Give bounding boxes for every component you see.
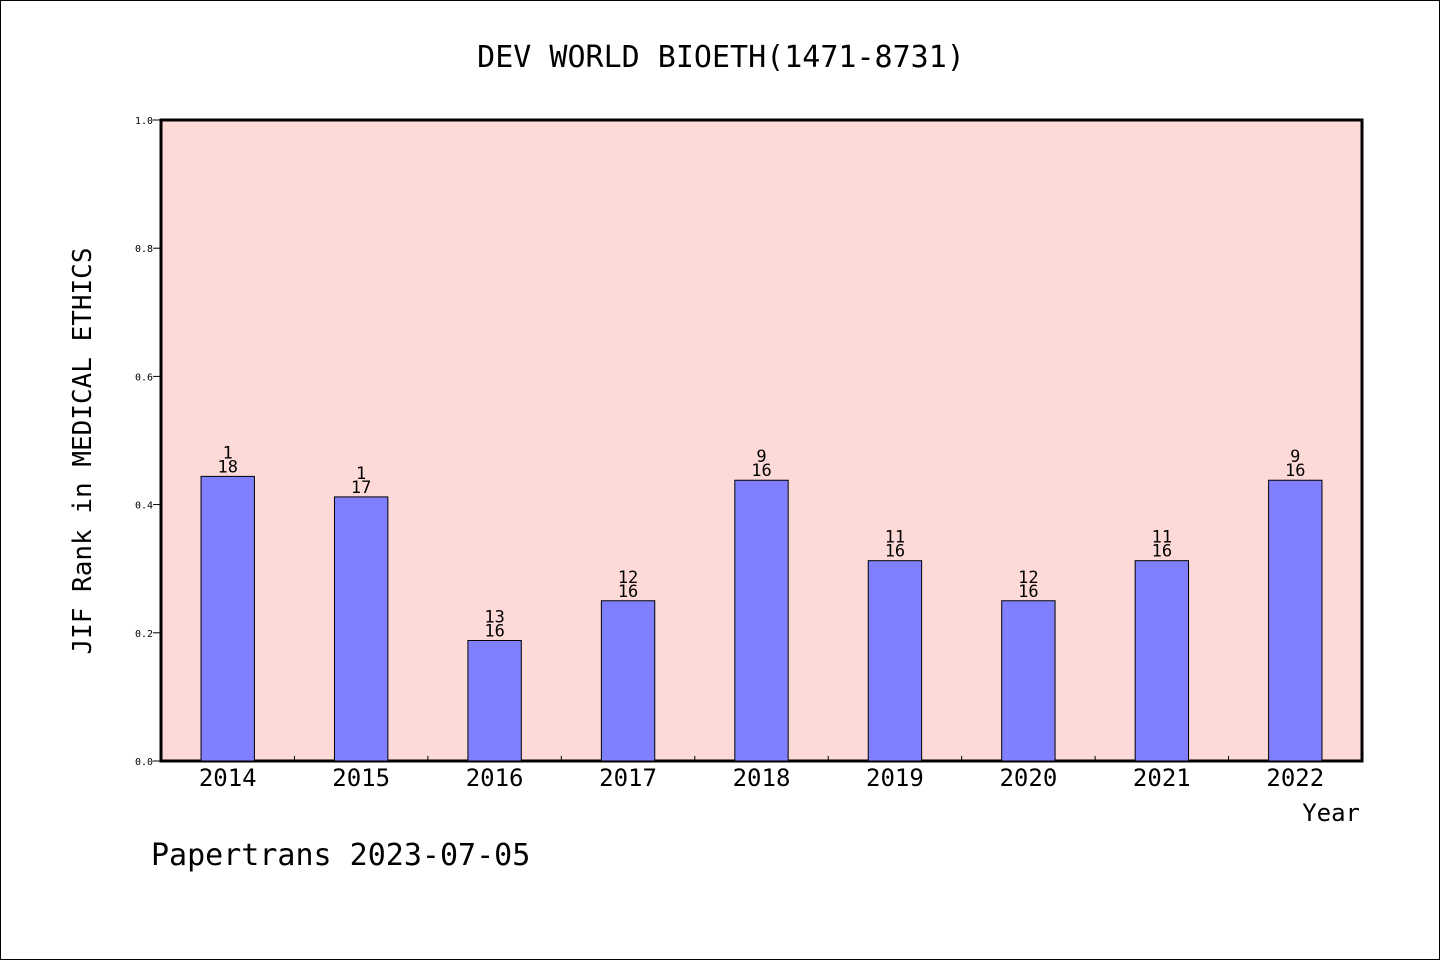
- bar-total-label: 16: [1152, 542, 1172, 562]
- bar-total-label: 16: [885, 542, 905, 562]
- bar-total-label: 16: [618, 582, 638, 602]
- bar-rank-label: 11: [1152, 528, 1172, 548]
- x-axis-label: Year: [1302, 799, 1360, 827]
- chart-title: DEV WORLD BIOETH(1471-8731): [477, 40, 965, 75]
- x-tick-label: 2016: [466, 764, 524, 792]
- x-axis: 2014 2015 2016 2017 2018 2019 2020 2021 2022: [199, 756, 1324, 792]
- bar-total-label: 16: [1285, 461, 1305, 481]
- bars-group: [200, 475, 1323, 762]
- y-tick-label: 0.8: [135, 244, 153, 255]
- bar-rank-label: 11: [885, 528, 905, 548]
- bar-total-label: 16: [751, 461, 771, 481]
- bar-2018: [734, 479, 789, 762]
- x-tick-label: 2021: [1133, 764, 1191, 792]
- bar-total-label: 16: [484, 621, 504, 641]
- x-tick-label: 2022: [1266, 764, 1324, 792]
- bar-rank-label: 1: [223, 443, 233, 463]
- bar-rank-label: 9: [1290, 447, 1300, 467]
- y-axis-label: JIF Rank in MEDICAL ETHICS: [68, 248, 98, 655]
- y-tick-label: 0.4: [135, 501, 153, 512]
- y-tick-label: 1.0: [135, 116, 153, 127]
- bar-2015: [333, 496, 389, 762]
- bar-2019: [867, 560, 923, 762]
- x-tick-label: 2014: [199, 764, 257, 792]
- y-tick-label: 0.6: [135, 372, 153, 383]
- bar-2022: [1268, 479, 1323, 762]
- bar-2014: [200, 475, 255, 762]
- bar-rank-label: 13: [484, 607, 504, 627]
- bar-2021: [1134, 560, 1190, 762]
- y-tick-label: 0.0: [135, 757, 153, 768]
- x-tick-label: 2017: [599, 764, 657, 792]
- y-axis: 0.0 0.2 0.4 0.6 0.8 1.0: [135, 116, 161, 768]
- bar-2017: [600, 600, 656, 762]
- bar-total-label: 18: [217, 457, 237, 477]
- bar-2020: [1001, 600, 1056, 762]
- bar-total-label: 16: [1018, 582, 1038, 602]
- x-tick-label: 2019: [866, 764, 924, 792]
- bar-rank-label: 9: [756, 447, 766, 467]
- bar-rank-label: 1: [356, 464, 366, 484]
- bar-total-label: 17: [351, 478, 371, 498]
- bar-rank-label: 12: [1018, 568, 1038, 588]
- x-tick-label: 2020: [999, 764, 1057, 792]
- y-tick-label: 0.2: [135, 629, 153, 640]
- bar-2016: [467, 639, 522, 762]
- bar-rank-label: 12: [618, 568, 638, 588]
- x-tick-label: 2015: [332, 764, 390, 792]
- footer-text: Papertrans 2023-07-05: [151, 838, 530, 873]
- x-tick-label: 2018: [733, 764, 791, 792]
